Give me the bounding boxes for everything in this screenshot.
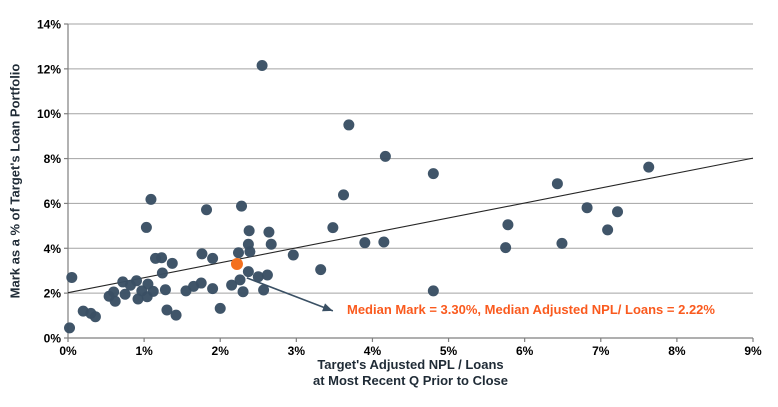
y-tick-label: 14% <box>37 18 61 32</box>
y-tick-label: 2% <box>44 287 62 301</box>
data-point <box>287 249 299 261</box>
data-point <box>242 238 254 250</box>
y-tick-label: 8% <box>44 152 62 166</box>
data-point <box>201 204 213 216</box>
y-tick-label: 4% <box>44 242 62 256</box>
y-tick-label: 12% <box>37 62 61 76</box>
data-point <box>234 274 246 286</box>
data-point <box>119 288 131 300</box>
annotation-arrowhead <box>322 303 333 312</box>
data-point <box>109 295 121 307</box>
data-point <box>236 200 248 212</box>
data-point <box>263 226 275 238</box>
data-point <box>581 202 593 214</box>
data-point <box>207 283 219 295</box>
y-tick-label: 10% <box>37 107 61 121</box>
data-point <box>145 193 157 205</box>
data-point <box>196 248 208 260</box>
x-axis-title-line2: at Most Recent Q Prior to Close <box>312 373 509 388</box>
data-point <box>64 322 76 334</box>
data-point <box>315 264 327 276</box>
x-axis-title-line1: Target's Adjusted NPL / Loans <box>317 357 504 372</box>
data-point <box>214 302 226 314</box>
data-point <box>237 286 249 298</box>
median-annotation: Median Mark = 3.30%, Median Adjusted NPL… <box>347 302 715 317</box>
x-tick-label: 8% <box>668 344 686 358</box>
data-point <box>156 267 168 279</box>
data-point <box>427 285 439 297</box>
data-point <box>131 275 142 287</box>
x-tick-label: 7% <box>592 344 610 358</box>
data-point <box>643 161 655 173</box>
data-point <box>327 222 339 234</box>
data-point <box>226 279 238 291</box>
data-point <box>258 284 270 296</box>
data-point <box>502 219 514 231</box>
data-point <box>378 236 390 248</box>
y-axis-title: Mark as a % of Target's Loan Portfolio <box>7 63 23 299</box>
y-axis-title-wrap: Mark as a % of Target's Loan Portfolio <box>0 24 30 338</box>
data-point <box>338 189 350 201</box>
data-point <box>136 285 148 297</box>
data-point <box>242 266 254 278</box>
data-point <box>256 59 268 71</box>
data-point <box>108 286 120 298</box>
data-point <box>140 221 152 233</box>
data-point <box>359 237 371 249</box>
x-tick-label: 1% <box>135 344 153 358</box>
data-point <box>243 225 255 237</box>
x-tick-label: 3% <box>288 344 306 358</box>
data-point <box>159 284 171 296</box>
median-data-point <box>230 257 243 270</box>
data-point <box>265 238 277 250</box>
data-point <box>551 178 563 190</box>
data-point <box>170 309 182 321</box>
x-tick-label: 2% <box>212 344 230 358</box>
data-point <box>156 252 168 264</box>
data-point <box>500 242 512 254</box>
data-point <box>602 224 614 236</box>
x-tick-label: 6% <box>516 344 534 358</box>
data-point <box>207 252 219 264</box>
data-point <box>612 206 624 218</box>
data-point <box>252 271 264 283</box>
trend-line <box>67 157 754 294</box>
data-point <box>166 257 178 269</box>
x-tick-label: 4% <box>364 344 382 358</box>
x-tick-label: 5% <box>440 344 458 358</box>
x-axis-title: Target's Adjusted NPL / Loans at Most Re… <box>68 357 753 389</box>
data-point <box>427 168 439 180</box>
data-point <box>89 311 101 323</box>
data-point <box>147 285 159 297</box>
data-point <box>379 150 391 162</box>
data-point <box>556 237 568 249</box>
x-tick-label: 9% <box>744 344 762 358</box>
y-tick-label: 0% <box>44 332 62 346</box>
data-point <box>261 269 273 281</box>
data-point <box>161 304 173 316</box>
data-point <box>232 247 244 259</box>
data-point <box>343 119 355 131</box>
y-tick-label: 6% <box>44 197 62 211</box>
data-point <box>195 277 207 289</box>
annotation-arrow <box>246 277 334 312</box>
data-point <box>66 271 78 283</box>
x-tick-label: 0% <box>59 344 77 358</box>
